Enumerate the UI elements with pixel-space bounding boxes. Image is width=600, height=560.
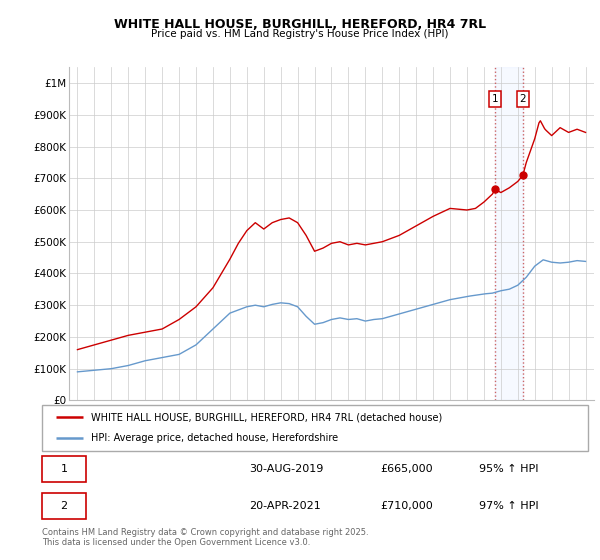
Text: 30-AUG-2019: 30-AUG-2019 [250,464,324,474]
Text: 2: 2 [60,501,67,511]
FancyBboxPatch shape [42,493,86,520]
Text: Price paid vs. HM Land Registry's House Price Index (HPI): Price paid vs. HM Land Registry's House … [151,29,449,39]
Text: WHITE HALL HOUSE, BURGHILL, HEREFORD, HR4 7RL (detached house): WHITE HALL HOUSE, BURGHILL, HEREFORD, HR… [91,412,442,422]
Text: 1: 1 [61,464,67,474]
FancyBboxPatch shape [42,456,86,482]
Text: £710,000: £710,000 [380,501,433,511]
Text: Contains HM Land Registry data © Crown copyright and database right 2025.
This d: Contains HM Land Registry data © Crown c… [42,528,368,547]
Text: 1: 1 [492,94,499,104]
Text: 97% ↑ HPI: 97% ↑ HPI [479,501,538,511]
Text: HPI: Average price, detached house, Herefordshire: HPI: Average price, detached house, Here… [91,433,338,444]
Text: 95% ↑ HPI: 95% ↑ HPI [479,464,538,474]
Text: 2: 2 [520,94,526,104]
Text: 20-APR-2021: 20-APR-2021 [250,501,321,511]
Bar [495,67,523,400]
Text: WHITE HALL HOUSE, BURGHILL, HEREFORD, HR4 7RL: WHITE HALL HOUSE, BURGHILL, HEREFORD, HR… [114,18,486,31]
Text: £665,000: £665,000 [380,464,433,474]
